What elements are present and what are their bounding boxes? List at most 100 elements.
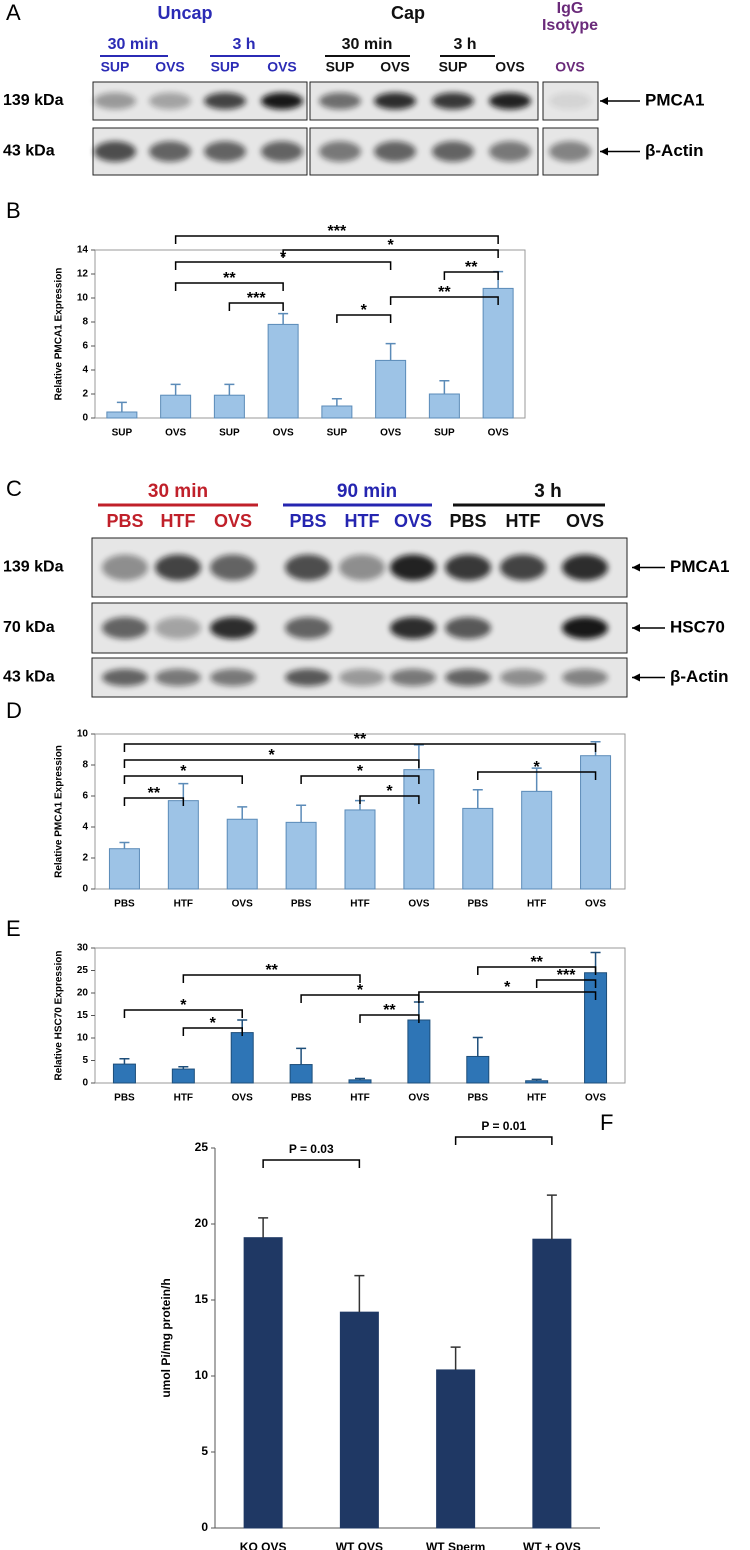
y-tick-label: 30	[77, 943, 89, 954]
significance-label: *	[269, 747, 276, 764]
error-bar	[450, 1346, 461, 1370]
significance-bracket	[174, 261, 392, 270]
significance-label: ***	[328, 223, 347, 240]
significance-label: *	[210, 1015, 217, 1032]
bar	[230, 1032, 254, 1084]
blot-band	[102, 554, 148, 581]
bar	[466, 1055, 490, 1084]
group-label: Uncap	[157, 3, 212, 23]
significance-bracket	[477, 771, 597, 780]
blot-band	[94, 141, 136, 162]
bar	[108, 848, 140, 890]
lane-label: PBS	[449, 511, 486, 531]
blot-band	[210, 668, 256, 687]
bar	[167, 800, 199, 890]
significance-bracket	[300, 775, 420, 784]
blot-band	[285, 617, 331, 639]
significance-bracket	[535, 979, 597, 988]
bar	[267, 323, 299, 419]
significance-label: P = 0.03	[289, 1142, 334, 1156]
lane-label: SUP	[326, 59, 355, 75]
x-tick-label: HTF	[350, 899, 369, 910]
protein-label: HSC70	[670, 617, 725, 636]
lane-label: OVS	[380, 59, 410, 75]
x-tick-label: OVS	[232, 1093, 253, 1104]
bar	[321, 405, 353, 419]
lane-label: PBS	[289, 511, 326, 531]
blot-band	[549, 141, 591, 162]
lane-label: SUP	[211, 59, 240, 75]
protein-label: PMCA1	[670, 557, 730, 576]
bar	[160, 394, 192, 419]
significance-label: *	[180, 997, 187, 1014]
size-label: 139 kDa	[3, 559, 64, 576]
significance-label: **	[148, 785, 161, 802]
significance-bracket	[123, 743, 597, 752]
y-tick-label: 6	[82, 341, 88, 352]
blot-band	[390, 668, 436, 687]
plot-frame	[94, 249, 526, 419]
blot-band	[562, 554, 608, 581]
x-tick-label: OVS	[408, 899, 429, 910]
size-label: 43 kDa	[3, 669, 55, 686]
panel-letter: F	[600, 1110, 613, 1135]
error-bar	[119, 841, 130, 849]
lane-label: PBS	[106, 511, 143, 531]
panel-letter: C	[6, 476, 22, 501]
x-tick-label: SUP	[434, 428, 455, 439]
y-tick-label: 20	[195, 1216, 209, 1230]
x-tick-label: OVS	[380, 428, 401, 439]
error-bar	[116, 401, 127, 412]
significance-bracket	[228, 302, 284, 311]
y-axis-label: Relative PMCA1 Expression	[54, 745, 65, 878]
blot-band	[210, 554, 256, 581]
x-tick-label: PBS	[467, 899, 488, 910]
error-bar	[296, 1047, 307, 1065]
time-label: 3 h	[453, 36, 476, 53]
significance-bracket	[336, 314, 392, 323]
y-tick-label: 25	[77, 965, 89, 976]
bar	[403, 769, 435, 890]
y-tick-label: 15	[195, 1292, 209, 1306]
y-tick-label: 12	[77, 269, 89, 280]
time-label: 3 h	[232, 36, 255, 53]
error-bar	[472, 789, 483, 809]
panel-letter: B	[6, 198, 21, 223]
blot-band	[102, 668, 148, 687]
bar	[348, 1079, 372, 1084]
blot-band	[432, 92, 474, 110]
bar	[428, 393, 460, 419]
blot-band	[549, 92, 591, 110]
significance-label: **	[438, 284, 451, 301]
y-tick-label: 10	[195, 1368, 209, 1382]
y-tick-label: 8	[82, 760, 88, 771]
error-bar	[258, 1217, 269, 1238]
y-tick-label: 5	[82, 1055, 88, 1066]
bar	[289, 1064, 313, 1084]
bar	[532, 1238, 572, 1529]
blot-band	[445, 554, 491, 581]
bar	[525, 1080, 549, 1084]
x-tick-label: HTF	[174, 899, 193, 910]
significance-bracket	[282, 249, 499, 258]
arrow-head	[600, 147, 608, 156]
error-bar	[178, 1066, 189, 1070]
blot-band	[102, 617, 148, 639]
y-tick-label: 10	[77, 729, 89, 740]
significance-label: *	[361, 302, 368, 319]
y-tick-label: 15	[77, 1010, 89, 1021]
protein-label: β-Actin	[670, 667, 729, 686]
arrow-head	[632, 624, 640, 632]
significance-label: P = 0.01	[481, 1119, 526, 1133]
x-tick-label: PBS	[291, 1093, 312, 1104]
group-label: Cap	[391, 3, 425, 23]
x-tick-label: KO OVS	[240, 1540, 287, 1550]
x-tick-label: HTF	[174, 1093, 193, 1104]
group-label: 3 h	[534, 481, 561, 502]
significance-bracket	[418, 991, 597, 1000]
significance-label: **	[223, 270, 236, 287]
blot-band	[445, 617, 491, 639]
blot-band	[374, 141, 416, 162]
error-bar	[224, 383, 235, 396]
